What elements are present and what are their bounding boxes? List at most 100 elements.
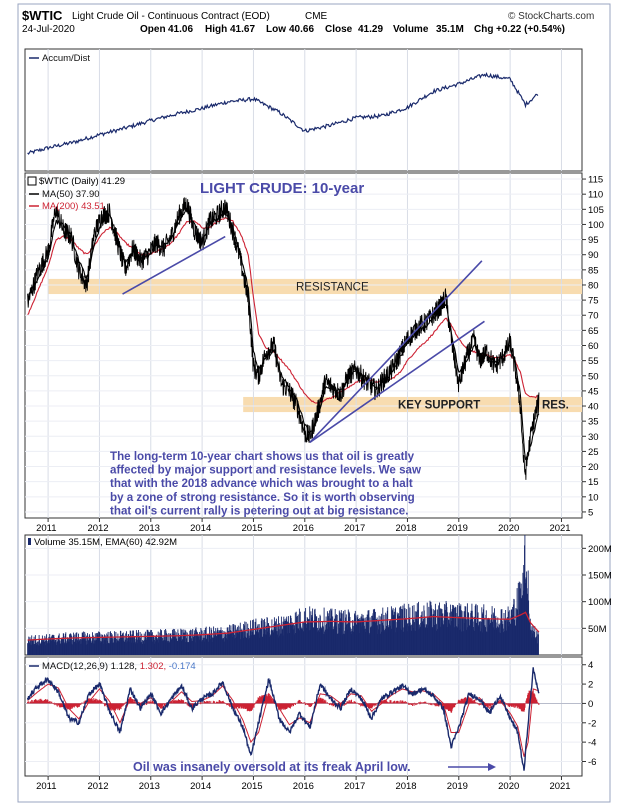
chart-header: $WTIC Light Crude Oil - Continuous Contr…	[22, 8, 594, 35]
chg-value: +0.22 (+0.54%)	[496, 24, 565, 35]
macd-panel: Oil was insanely oversold at its freak A…	[24, 656, 596, 777]
macd-tick-label: -6	[588, 757, 596, 768]
price-tick-label: 30	[588, 432, 599, 443]
volume-legend-swatch	[28, 538, 31, 545]
macd-legend-part-0: MACD(12,26,9)	[42, 661, 111, 672]
trendline-2	[309, 260, 483, 443]
price-tick-label: 55	[588, 356, 599, 367]
xaxis-top-tick-label: 2013	[139, 523, 160, 534]
volume-tick-label: 50M	[588, 624, 607, 635]
key-support-label: KEY SUPPORT	[398, 400, 480, 412]
price-tick-label: 45	[588, 386, 599, 397]
xaxis-bottom-tick-label: 2012	[87, 781, 108, 792]
ma50-line	[27, 207, 540, 461]
xaxis-top-tick-label: 2018	[395, 523, 416, 534]
volume-label: Volume	[393, 24, 429, 35]
price-chart-title: LIGHT CRUDE: 10-year	[200, 180, 364, 197]
price-tick-label: 70	[588, 311, 599, 322]
res-label: RES.	[542, 400, 569, 412]
macd-tick-label: -2	[588, 718, 596, 729]
note-line-4: by a zone of strong resistance. So it is…	[110, 491, 415, 504]
trendline-3	[309, 320, 485, 443]
ohlc-readout: Open 41.06 High 41.67 Low 40.66 Close 41…	[140, 24, 565, 35]
low-value: 40.66	[289, 24, 314, 35]
price-tick-label: 65	[588, 326, 599, 337]
accum-panel	[24, 48, 583, 172]
note-line-2: affected by major support and resistance…	[110, 464, 422, 477]
price-tick-label: 15	[588, 477, 599, 488]
macd-line	[26, 667, 540, 771]
resistance-label: RESISTANCE	[296, 281, 369, 293]
oversold-annotation: Oil was insanely oversold at its freak A…	[133, 760, 411, 774]
price-tick-label: 105	[588, 205, 604, 216]
volume-legend: Volume 35.15M, EMA(60) 42.92M	[34, 537, 177, 548]
xaxis-bottom-tick-label: 2016	[293, 781, 314, 792]
note-line-5: that oil's current rally is petering out…	[110, 504, 408, 517]
close-label: Close	[325, 24, 353, 35]
price-panel: LIGHT CRUDE: 10-year RESISTANCE KEY SUPPOR…	[24, 172, 604, 519]
xaxis-bottom-tick-label: 2013	[139, 781, 160, 792]
volume-ema-line	[27, 611, 540, 641]
price-tick-label: 50	[588, 371, 599, 382]
accum-panel-frame	[24, 48, 583, 172]
price-tick-label: 95	[588, 235, 599, 246]
ma50-legend: MA(50) 37.90	[42, 189, 100, 200]
xaxis-bottom-tick-label: 2018	[395, 781, 416, 792]
price-tick-label: 40	[588, 402, 599, 413]
xaxis-bottom-tick-label: 2019	[447, 781, 468, 792]
macd-tick-label: 4	[588, 660, 593, 671]
price-tick-label: 20	[588, 462, 599, 473]
oversold-arrow-head	[488, 763, 496, 771]
price-tick-label: 100	[588, 220, 604, 231]
price-line	[27, 197, 540, 480]
high-label: High	[205, 24, 227, 35]
xaxis-top-tick-label: 2017	[344, 523, 365, 534]
macd-legend: MACD(12,26,9) 1.128, 1.302, -0.174	[42, 661, 196, 672]
xaxis-bottom-tick-label: 2021	[549, 781, 570, 792]
close-value: 41.29	[358, 24, 383, 35]
symbol-label: $WTIC	[22, 8, 63, 23]
xaxis-top-tick-label: 2014	[190, 523, 211, 534]
volume-value: 35.1M	[436, 24, 464, 35]
price-legend: $WTIC (Daily) 41.29	[39, 176, 125, 187]
accum-dist-line	[27, 72, 539, 155]
exchange-label: CME	[305, 11, 328, 22]
xaxis-top-tick-label: 2011	[36, 523, 56, 534]
price-tick-label: 75	[588, 296, 599, 307]
macd-tick-label: 2	[588, 680, 593, 691]
price-tick-label: 90	[588, 250, 599, 261]
macd-signal-line	[27, 683, 539, 757]
open-value: 41.06	[168, 24, 193, 35]
volume-tick-label: 150M	[588, 571, 612, 582]
xaxis-top-tick-label: 2019	[447, 523, 468, 534]
note-line-1: The long-term 10-year chart shows us tha…	[110, 450, 415, 463]
macd-panel-frame	[24, 656, 583, 777]
xaxis-top-tick-label: 2015	[241, 523, 262, 534]
price-tick-label: 35	[588, 417, 599, 428]
xaxis-top-tick-label: 2021	[549, 523, 570, 534]
volume-tick-label: 200M	[588, 544, 612, 555]
price-tick-label: 110	[588, 190, 603, 201]
price-tick-label: 60	[588, 341, 599, 352]
macd-legend-part-2: 1.302,	[140, 661, 169, 672]
price-tick-label: 80	[588, 280, 599, 291]
price-tick-label: 10	[588, 492, 599, 503]
ma200-legend: MA(200) 43.51	[42, 201, 105, 212]
low-label: Low	[266, 24, 286, 35]
price-tick-label: 5	[588, 507, 593, 518]
macd-legend-part-3: -0.174	[169, 661, 196, 672]
volume-tick-label: 100M	[588, 597, 612, 608]
brand-label: © StockCharts.com	[508, 11, 594, 22]
trendline-1	[122, 235, 226, 295]
macd-tick-label: 0	[588, 699, 593, 710]
date-label: 24-Jul-2020	[22, 24, 75, 35]
instrument-name: Light Crude Oil - Continuous Contract (E…	[72, 11, 270, 22]
high-value: 41.67	[230, 24, 255, 35]
xaxis-bottom-tick-label: 2017	[344, 781, 365, 792]
xaxis-bottom-tick-label: 2015	[241, 781, 262, 792]
xaxis-bottom-tick-label: 2014	[190, 781, 211, 792]
support-band	[243, 396, 582, 413]
price-tick-label: 115	[588, 175, 603, 186]
price-tick-label: 25	[588, 447, 599, 458]
